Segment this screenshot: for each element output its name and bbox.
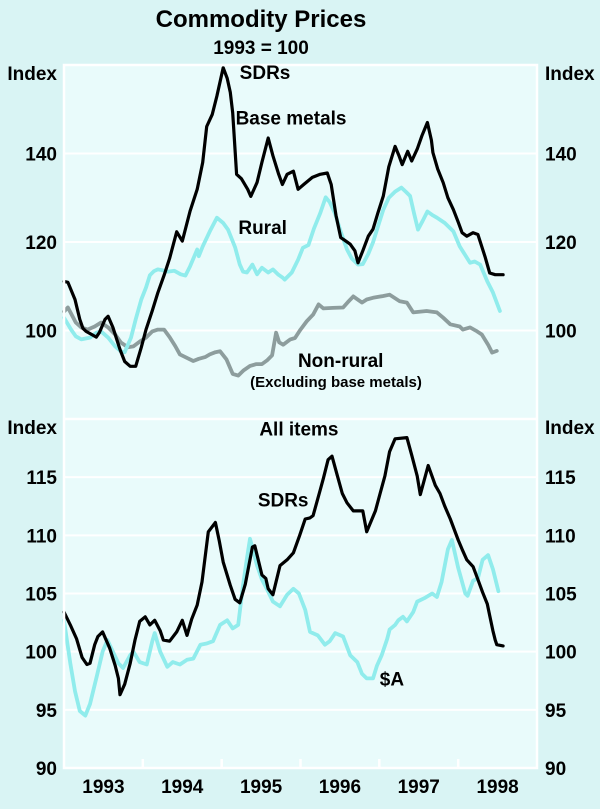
y-tick-label-right: 115 bbox=[545, 468, 576, 489]
y-tick-label-left: 110 bbox=[26, 526, 57, 547]
y-tick-label-right: 140 bbox=[545, 145, 577, 166]
y-tick-label-right: 100 bbox=[545, 643, 577, 664]
x-tick-label: 1997 bbox=[398, 777, 440, 798]
plot-area bbox=[64, 65, 537, 768]
all-items-panel bbox=[62, 436, 505, 718]
y-tick-label-right: 120 bbox=[545, 233, 577, 254]
y-tick-label-right: 90 bbox=[545, 759, 566, 780]
chart-title: Commodity Prices bbox=[155, 6, 367, 33]
y-tick-label-left: 140 bbox=[25, 145, 57, 166]
y-tick-label-left: 90 bbox=[36, 759, 57, 780]
x-tick-label: 1998 bbox=[476, 777, 518, 798]
x-tick-label: 1994 bbox=[161, 777, 204, 798]
series-all-items-sdrs bbox=[62, 436, 505, 697]
y-tick-label-right: 100 bbox=[545, 322, 577, 343]
y-tick-label-left: 100 bbox=[25, 643, 57, 664]
axis-label-index-left: Index bbox=[7, 64, 57, 85]
y-tick-label-right: 95 bbox=[545, 701, 567, 722]
axis-label-index-right: Index bbox=[545, 64, 595, 85]
annotation-excluding-base-metals: (Excluding base metals) bbox=[250, 374, 422, 391]
y-tick-label-left: 115 bbox=[26, 468, 57, 489]
x-tick-label: 1995 bbox=[240, 777, 283, 798]
annotation-sdrs: SDRs bbox=[258, 490, 309, 511]
annotation-base-metals: Base metals bbox=[236, 109, 347, 130]
axis-label-index-right: Index bbox=[545, 418, 595, 439]
y-tick-label-left: 120 bbox=[25, 233, 57, 254]
sdrs-commodity-panel bbox=[62, 66, 505, 378]
axis-label-index-left: Index bbox=[7, 418, 57, 439]
series-rural bbox=[62, 185, 502, 355]
annotation-non-rural: Non-rural bbox=[298, 351, 384, 372]
y-tick-label-right: 105 bbox=[545, 585, 577, 606]
x-tick-label: 1993 bbox=[82, 777, 124, 798]
y-tick-label-left: 105 bbox=[25, 585, 57, 606]
series-base-metals bbox=[62, 66, 505, 368]
annotation-rural: Rural bbox=[238, 218, 287, 239]
y-tick-label-left: 100 bbox=[25, 322, 57, 343]
series-non-rural-excluding-base-metals bbox=[62, 292, 499, 378]
x-tick-label: 1996 bbox=[319, 777, 361, 798]
annotation-all-items: All items bbox=[259, 419, 338, 440]
y-tick-label-right: 110 bbox=[545, 526, 576, 547]
annotation-sdrs: SDRs bbox=[240, 63, 291, 84]
chart-subtitle: 1993 = 100 bbox=[213, 38, 309, 59]
y-tick-label-left: 95 bbox=[36, 701, 58, 722]
annotation-a: $A bbox=[380, 669, 405, 690]
